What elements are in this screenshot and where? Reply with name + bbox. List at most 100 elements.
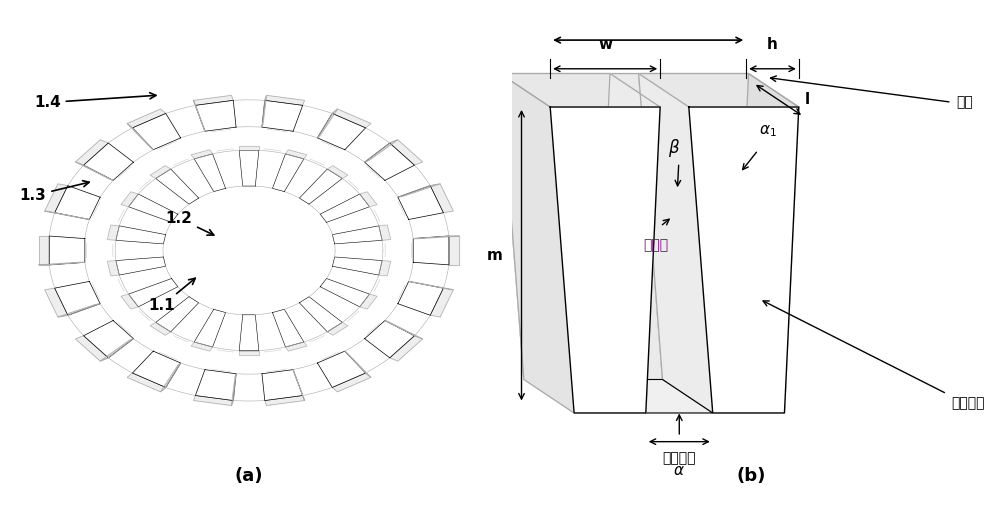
Polygon shape [409,281,453,290]
Polygon shape [150,166,171,178]
Polygon shape [500,73,574,413]
Polygon shape [320,194,370,223]
Polygon shape [239,350,259,355]
Polygon shape [75,162,113,180]
Text: (b): (b) [736,466,766,485]
Polygon shape [265,396,305,406]
Polygon shape [596,73,663,380]
Text: l: l [805,93,810,107]
Text: 电枢槽: 电枢槽 [643,239,668,253]
Polygon shape [191,342,213,351]
Polygon shape [345,351,371,378]
Polygon shape [398,281,443,315]
Polygon shape [262,370,303,400]
Polygon shape [239,146,259,150]
Polygon shape [430,184,453,213]
Polygon shape [45,184,68,213]
Polygon shape [132,113,181,150]
Polygon shape [127,109,166,128]
Polygon shape [332,109,371,128]
Polygon shape [132,351,181,387]
Polygon shape [49,236,85,265]
Text: $\alpha_1$: $\alpha_1$ [759,123,777,139]
Polygon shape [84,143,133,180]
Polygon shape [195,370,236,400]
Polygon shape [75,140,108,165]
Polygon shape [327,166,348,178]
Polygon shape [299,169,342,204]
Text: $\beta$: $\beta$ [668,137,680,159]
Polygon shape [272,154,304,191]
Polygon shape [58,304,100,317]
Polygon shape [379,225,391,240]
Polygon shape [293,370,305,400]
Polygon shape [55,186,100,219]
Polygon shape [262,95,267,127]
Polygon shape [550,107,660,413]
Polygon shape [194,309,226,347]
Text: 齿部端面: 齿部端面 [663,451,696,465]
Polygon shape [500,73,660,107]
Polygon shape [265,95,305,106]
Polygon shape [689,107,799,413]
Polygon shape [262,100,303,131]
Text: w: w [598,37,612,52]
Polygon shape [365,143,414,180]
Text: $\alpha$: $\alpha$ [673,463,685,478]
Polygon shape [398,184,440,197]
Polygon shape [500,73,610,380]
Text: h: h [767,37,778,52]
Polygon shape [127,373,166,392]
Polygon shape [231,374,236,406]
Polygon shape [317,351,366,387]
Polygon shape [239,150,259,186]
Text: 1.1: 1.1 [149,278,195,313]
Polygon shape [195,100,236,131]
Polygon shape [116,257,166,275]
Text: (a): (a) [235,466,263,485]
Polygon shape [39,262,85,265]
Polygon shape [191,150,213,159]
Text: 1.3: 1.3 [20,180,89,203]
Text: 1.4: 1.4 [34,93,156,110]
Polygon shape [596,380,713,413]
Polygon shape [449,236,459,265]
Polygon shape [45,288,68,317]
Polygon shape [596,73,660,413]
Polygon shape [39,236,49,265]
Polygon shape [332,226,382,244]
Polygon shape [299,297,342,332]
Polygon shape [116,226,166,244]
Polygon shape [639,73,713,413]
Polygon shape [107,225,119,240]
Text: m: m [487,248,502,263]
Polygon shape [317,109,338,138]
Polygon shape [156,169,199,204]
Polygon shape [194,396,233,406]
Polygon shape [121,192,138,207]
Polygon shape [398,186,443,219]
Polygon shape [327,322,348,335]
Polygon shape [194,154,226,191]
Polygon shape [360,192,377,207]
Polygon shape [285,150,307,159]
Polygon shape [75,336,108,361]
Polygon shape [332,257,382,275]
Polygon shape [639,73,749,380]
Polygon shape [379,261,391,276]
Polygon shape [129,194,178,223]
Polygon shape [413,236,449,265]
Polygon shape [385,320,423,339]
Polygon shape [239,315,259,350]
Polygon shape [639,73,799,107]
Polygon shape [121,294,138,309]
Text: 1.2: 1.2 [165,211,214,235]
Text: 底面: 底面 [957,95,973,109]
Polygon shape [320,279,370,307]
Polygon shape [365,140,398,162]
Polygon shape [272,309,304,347]
Polygon shape [360,294,377,309]
Polygon shape [390,140,423,165]
Polygon shape [55,281,100,315]
Polygon shape [430,288,453,317]
